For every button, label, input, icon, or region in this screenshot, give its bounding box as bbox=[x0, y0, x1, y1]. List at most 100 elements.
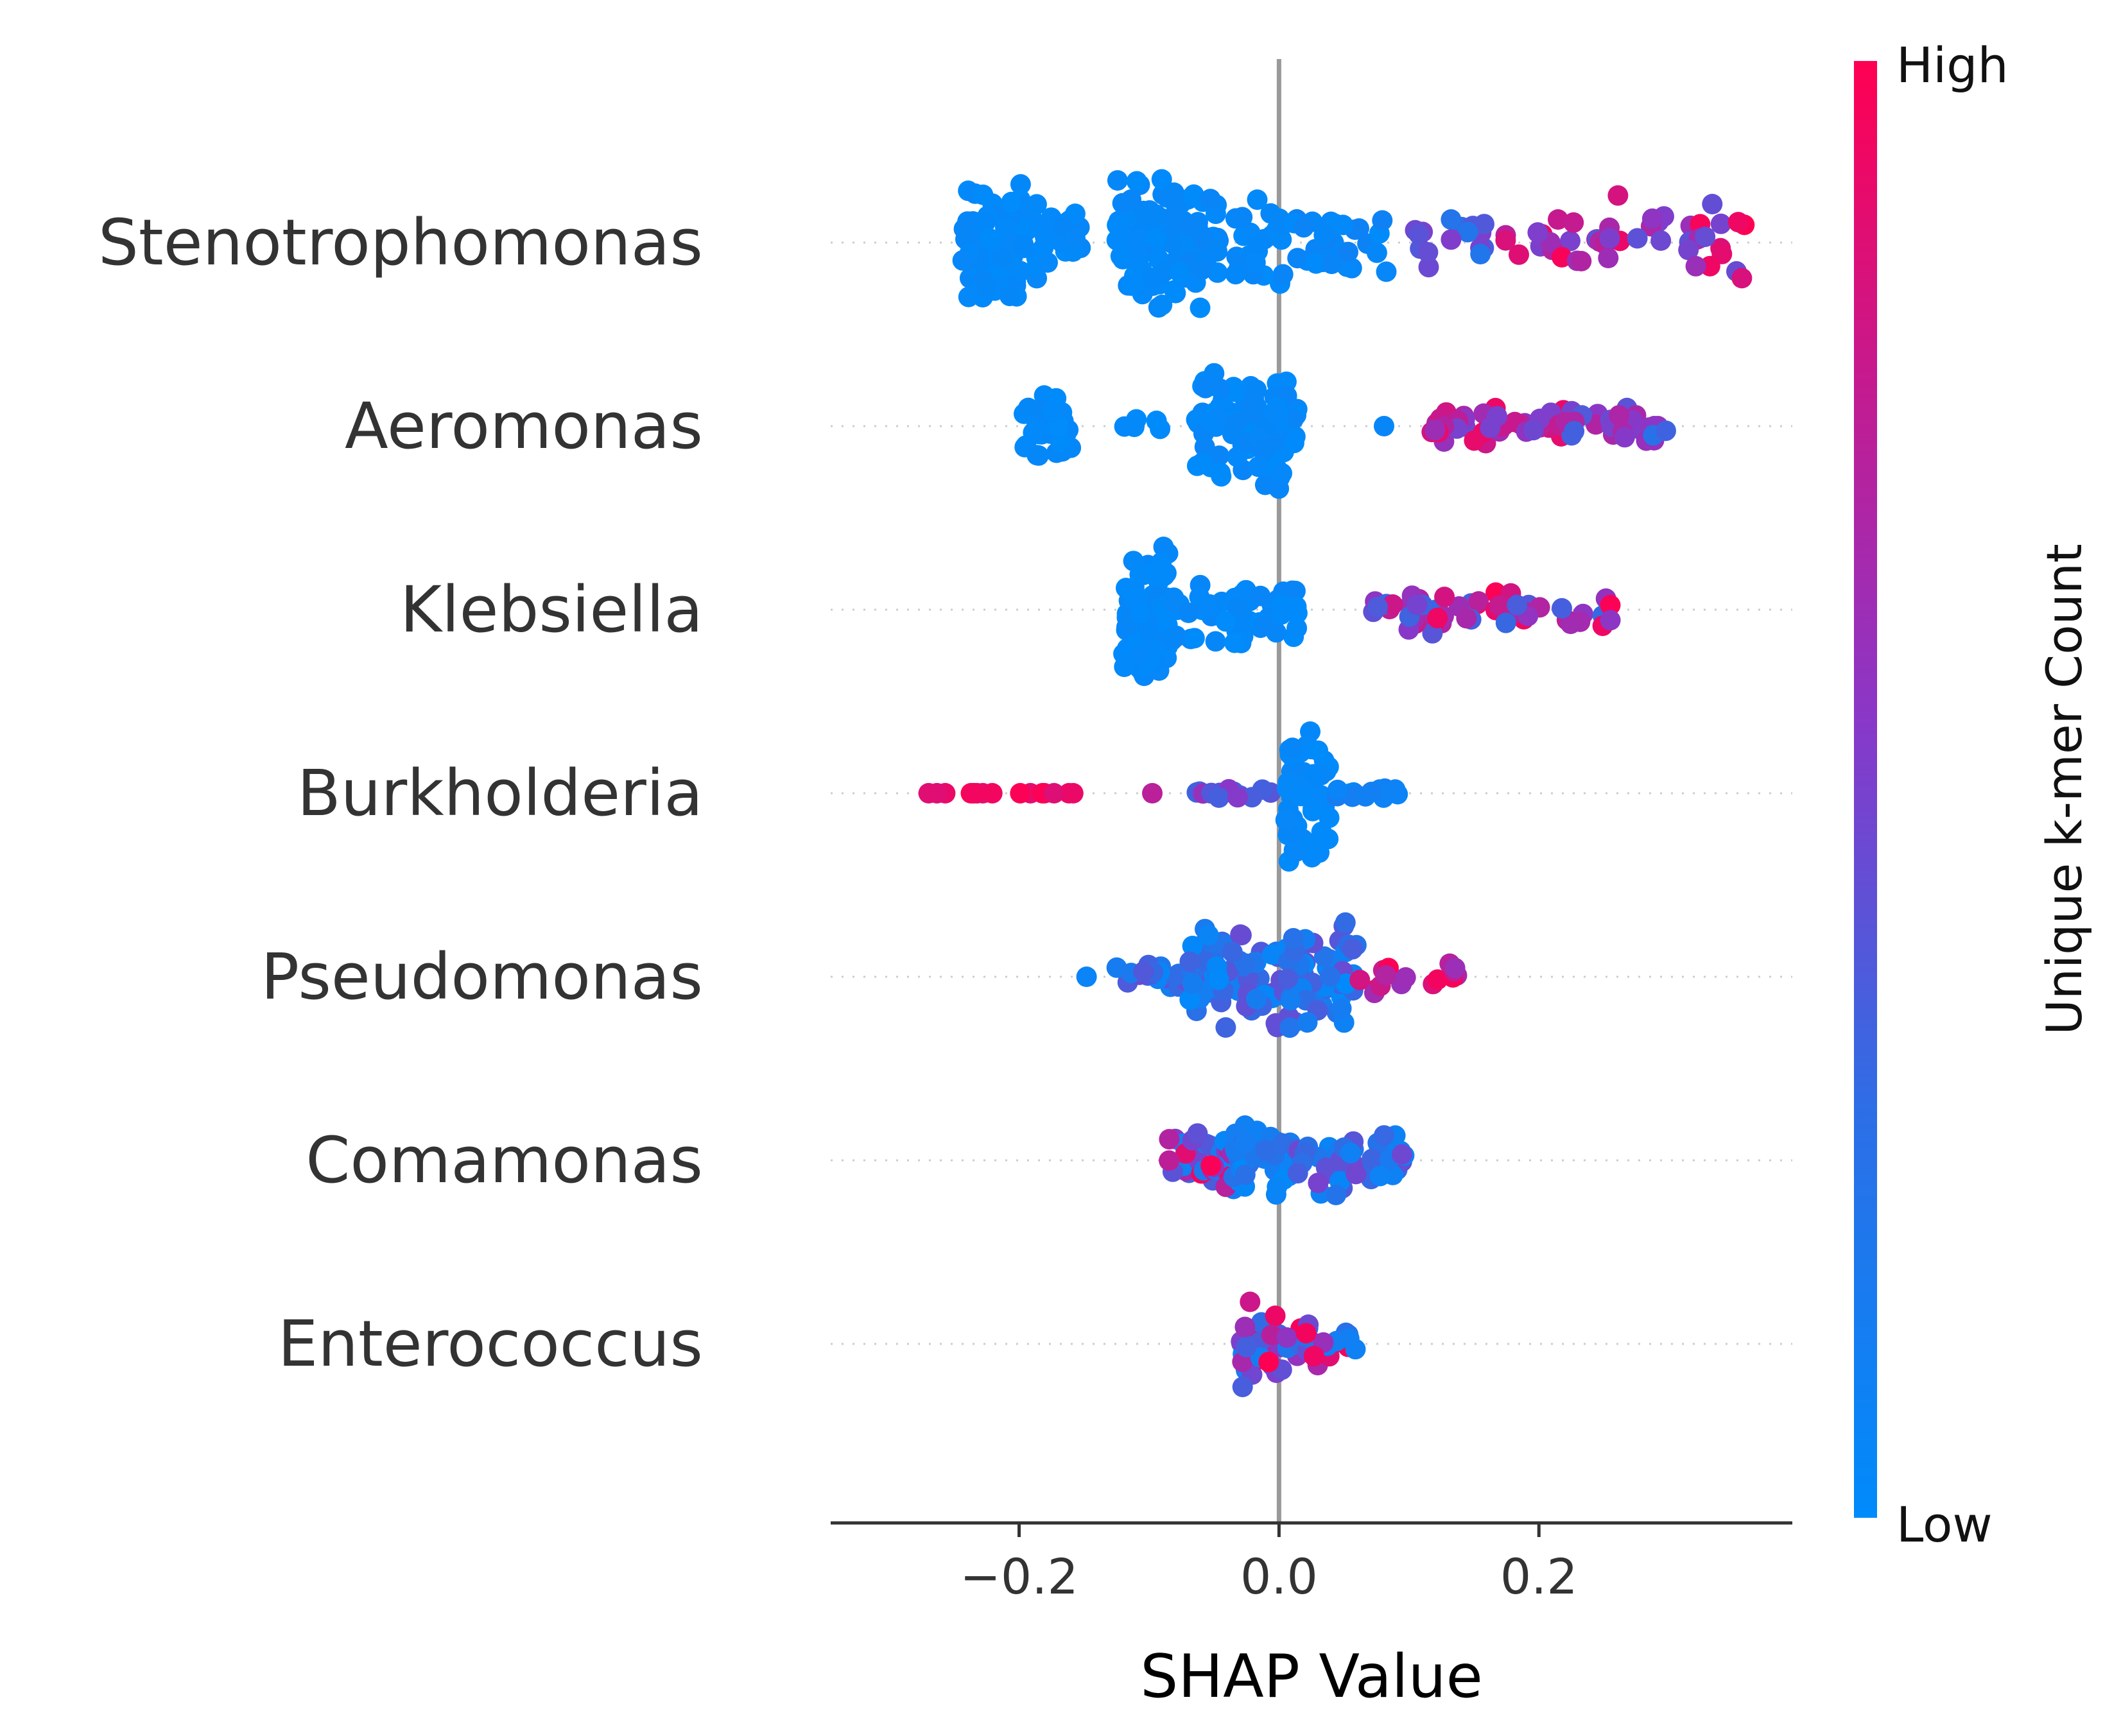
point-burkholderia bbox=[1308, 740, 1329, 761]
point-pseudomonas bbox=[1208, 969, 1229, 990]
point-klebsiella bbox=[1552, 597, 1572, 619]
point-stenotrophomonas bbox=[1457, 221, 1478, 243]
point-stenotrophomonas bbox=[1126, 171, 1147, 192]
point-aeromonas bbox=[1248, 456, 1269, 477]
point-aeromonas bbox=[1263, 402, 1285, 423]
point-stenotrophomonas bbox=[1064, 203, 1086, 225]
point-comamonas bbox=[1234, 1164, 1256, 1185]
point-stenotrophomonas bbox=[1110, 246, 1131, 267]
point-stenotrophomonas bbox=[1152, 295, 1173, 315]
feature-label-enterococcus: Enterococcus bbox=[278, 1307, 703, 1381]
point-stenotrophomonas bbox=[1563, 212, 1584, 233]
point-klebsiella bbox=[1184, 628, 1205, 649]
point-burkholderia bbox=[1062, 783, 1084, 804]
point-stenotrophomonas bbox=[973, 184, 994, 205]
point-stenotrophomonas bbox=[1287, 248, 1308, 269]
point-klebsiella bbox=[1456, 608, 1477, 629]
point-comamonas bbox=[1256, 1140, 1276, 1161]
x-axis-label: SHAP Value bbox=[1140, 1642, 1483, 1711]
feature-label-pseudomonas: Pseudomonas bbox=[261, 940, 703, 1014]
point-burkholderia bbox=[1318, 829, 1339, 850]
point-aeromonas bbox=[1193, 453, 1214, 474]
point-klebsiella bbox=[1270, 604, 1292, 625]
point-klebsiella bbox=[1130, 603, 1151, 624]
point-stenotrophomonas bbox=[1509, 244, 1529, 265]
point-aeromonas bbox=[1609, 405, 1630, 426]
point-stenotrophomonas bbox=[952, 250, 973, 271]
point-klebsiella bbox=[1507, 594, 1528, 615]
point-stenotrophomonas bbox=[975, 276, 996, 297]
point-stenotrophomonas bbox=[1151, 169, 1172, 190]
point-pseudomonas bbox=[1076, 967, 1097, 987]
point-pseudomonas bbox=[1283, 928, 1304, 949]
point-klebsiella bbox=[1151, 552, 1172, 572]
point-aeromonas bbox=[1480, 417, 1501, 438]
point-burkholderia bbox=[1010, 783, 1031, 804]
point-klebsiella bbox=[1600, 610, 1621, 631]
point-klebsiella bbox=[1281, 580, 1303, 601]
point-klebsiella bbox=[1227, 598, 1249, 619]
point-pseudomonas bbox=[1133, 961, 1154, 982]
point-klebsiella bbox=[1286, 603, 1308, 624]
point-stenotrophomonas bbox=[1245, 252, 1266, 273]
point-comamonas bbox=[1159, 1150, 1180, 1171]
point-burkholderia bbox=[1319, 807, 1340, 829]
point-klebsiella bbox=[1114, 657, 1135, 677]
point-stenotrophomonas bbox=[1678, 239, 1699, 261]
point-aeromonas bbox=[1283, 433, 1304, 454]
point-aeromonas bbox=[1222, 424, 1243, 445]
point-burkholderia bbox=[1327, 779, 1348, 800]
point-klebsiella bbox=[1434, 587, 1455, 608]
point-stenotrophomonas bbox=[1607, 185, 1629, 206]
point-klebsiella bbox=[1129, 564, 1150, 585]
point-enterococcus bbox=[1234, 1316, 1256, 1337]
point-aeromonas bbox=[1227, 447, 1248, 467]
point-pseudomonas bbox=[1230, 924, 1251, 945]
point-comamonas bbox=[1326, 1185, 1347, 1205]
point-aeromonas bbox=[1254, 474, 1276, 495]
point-aeromonas bbox=[1023, 422, 1044, 443]
point-comamonas bbox=[1287, 1163, 1308, 1184]
point-aeromonas bbox=[1255, 438, 1276, 459]
point-stenotrophomonas bbox=[1306, 253, 1327, 274]
point-stenotrophomonas bbox=[1376, 261, 1397, 282]
point-burkholderia bbox=[1142, 783, 1163, 804]
feature-label-aeromonas: Aeromonas bbox=[345, 390, 703, 463]
point-aeromonas bbox=[1028, 445, 1049, 466]
point-stenotrophomonas bbox=[1571, 250, 1592, 271]
point-stenotrophomonas bbox=[1010, 174, 1031, 195]
point-enterococcus bbox=[1258, 1352, 1279, 1373]
point-enterococcus bbox=[1276, 1327, 1297, 1348]
point-pseudomonas bbox=[1279, 1017, 1301, 1038]
point-pseudomonas bbox=[1215, 1017, 1236, 1038]
point-aeromonas bbox=[1424, 420, 1446, 441]
point-aeromonas bbox=[1614, 427, 1635, 448]
point-comamonas bbox=[1391, 1144, 1412, 1165]
point-stenotrophomonas bbox=[1037, 252, 1058, 273]
point-stenotrophomonas bbox=[1260, 203, 1281, 224]
point-stenotrophomonas bbox=[1293, 217, 1314, 238]
point-pseudomonas bbox=[1331, 998, 1352, 1019]
point-aeromonas bbox=[1200, 412, 1222, 433]
point-pseudomonas bbox=[1280, 990, 1301, 1011]
point-stenotrophomonas bbox=[1702, 194, 1723, 214]
point-stenotrophomonas bbox=[1129, 228, 1150, 250]
point-enterococcus bbox=[1303, 1346, 1324, 1367]
point-stenotrophomonas bbox=[1111, 224, 1132, 245]
x-tick-label: −0.2 bbox=[960, 1548, 1078, 1605]
point-stenotrophomonas bbox=[999, 286, 1020, 307]
point-stenotrophomonas bbox=[1408, 224, 1430, 245]
point-comamonas bbox=[1159, 1129, 1180, 1150]
point-burkholderia bbox=[982, 783, 1003, 804]
point-klebsiella bbox=[1407, 594, 1428, 615]
point-stenotrophomonas bbox=[1169, 262, 1190, 283]
point-stenotrophomonas bbox=[1560, 230, 1580, 252]
point-comamonas bbox=[1346, 1164, 1367, 1185]
point-aeromonas bbox=[1041, 400, 1062, 422]
point-comamonas bbox=[1200, 1155, 1222, 1176]
point-stenotrophomonas bbox=[1145, 204, 1166, 225]
point-enterococcus bbox=[1345, 1339, 1366, 1360]
point-burkholderia bbox=[1275, 809, 1296, 830]
colorbar-low-label: Low bbox=[1896, 1496, 1993, 1553]
